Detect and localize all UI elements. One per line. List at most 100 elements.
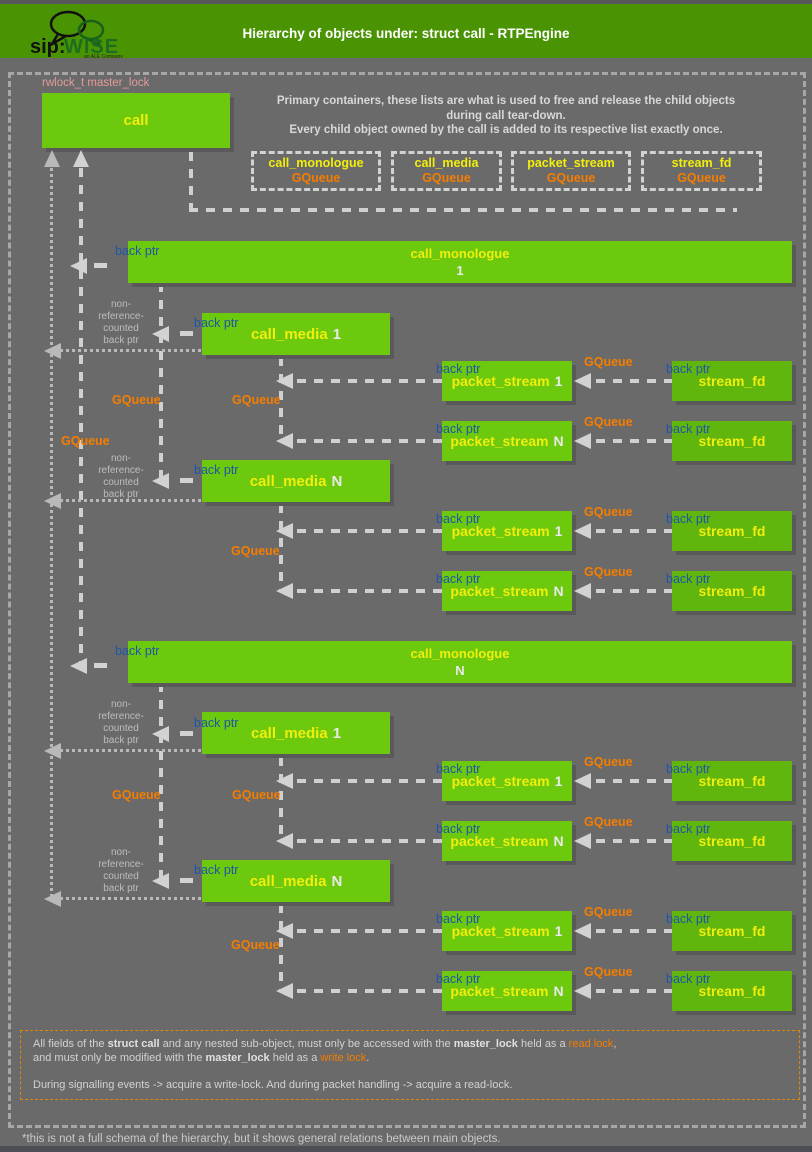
back-ptr-label: back ptr (436, 512, 481, 526)
monologue-back-ptr-line (79, 168, 83, 666)
back-ptr-label: back ptr (194, 863, 239, 877)
intro-line-1: Primary containers, these lists are what… (276, 95, 736, 107)
box-title: call_monologue (410, 646, 510, 661)
back-ptr-label: back ptr (666, 362, 711, 376)
left-arrow-icon (574, 523, 591, 539)
back-ptr-label: back ptr (194, 716, 239, 730)
up-arrow-icon (73, 150, 89, 167)
left-arrow-icon (70, 658, 87, 674)
gqueue-label: GQueue (61, 434, 110, 448)
call-monologue-box: call_monologue N (128, 641, 792, 683)
stream-fd-box: stream_fd (672, 421, 792, 461)
notes-line-1: All fields of the struct call and any ne… (33, 1038, 617, 1050)
box-index: 1 (332, 325, 342, 343)
left-arrow-icon (574, 983, 591, 999)
left-arrow-icon (276, 523, 293, 539)
stream-fd-box: stream_fd (672, 761, 792, 801)
back-ptr-label: back ptr (436, 362, 481, 376)
dash-stub (180, 331, 193, 336)
packet-stream-box: packet_stream 1 (442, 361, 572, 401)
back-ptr-label: back ptr (115, 644, 160, 658)
packet-stream-box: packet_stream N (442, 571, 572, 611)
gqueue-link (297, 989, 442, 993)
left-arrow-icon (44, 493, 61, 509)
gqueue-label: GQueue (112, 393, 161, 407)
left-arrow-icon (70, 258, 87, 274)
left-arrow-icon (152, 726, 169, 742)
left-arrow-icon (44, 343, 61, 359)
speech-bubbles-icon (48, 10, 105, 50)
media-gqueue-line (279, 757, 283, 841)
back-ptr-label: back ptr (436, 912, 481, 926)
connector-call-to-containers (189, 152, 193, 211)
dash-stub (180, 478, 193, 483)
monologueN-gqueue-line (159, 683, 163, 881)
non-ref-back-ptr-line (50, 168, 53, 899)
connector-containers-row (189, 208, 737, 212)
gqueue-link (596, 779, 672, 783)
svg-text:WISE: WISE (64, 36, 119, 58)
gqueue-link (596, 529, 672, 533)
gqueue-link (596, 379, 672, 383)
notes-line-2: and must only be modified with the maste… (33, 1052, 370, 1064)
left-arrow-icon (276, 773, 293, 789)
logo-tagline: an ALE Company (84, 54, 123, 58)
non-ref-link (60, 349, 202, 352)
gqueue-link (297, 839, 442, 843)
box-title: call_monologue (410, 246, 510, 261)
container-stream-fd: stream_fd GQueue (641, 151, 762, 191)
box-title: call_media (249, 472, 327, 490)
call-box: call (42, 93, 230, 148)
left-arrow-icon (152, 873, 169, 889)
back-ptr-label: back ptr (666, 422, 711, 436)
packet-stream-box: packet_stream 1 (442, 511, 572, 551)
box-index: N (331, 872, 343, 890)
left-arrow-icon (574, 373, 591, 389)
back-ptr-label: back ptr (666, 822, 711, 836)
gqueue-label: GQueue (231, 938, 280, 952)
left-arrow-icon (152, 326, 169, 342)
svg-text:sip:: sip: (30, 36, 66, 58)
gqueue-label: GQueue (584, 505, 633, 519)
dash-stub (180, 878, 193, 883)
non-ref-label: non-reference- counted back ptr (98, 699, 144, 746)
left-arrow-icon (574, 433, 591, 449)
master-lock-label: rwlock_t master_lock (42, 77, 150, 89)
box-title: call_media (250, 724, 328, 742)
left-arrow-icon (276, 373, 293, 389)
gqueue-label: GQueue (584, 755, 633, 769)
intro-line-3: Every child object owned by the call is … (289, 124, 723, 136)
left-arrow-icon (152, 473, 169, 489)
gqueue-label: GQueue (231, 544, 280, 558)
back-ptr-label: back ptr (436, 422, 481, 436)
back-ptr-label: back ptr (194, 316, 239, 330)
back-ptr-label: back ptr (666, 972, 711, 986)
gqueue-link (596, 839, 672, 843)
sipwise-logo: sip: WISE an ALE Company (30, 10, 123, 58)
gqueue-link (297, 379, 442, 383)
left-arrow-icon (574, 923, 591, 939)
stream-fd-box: stream_fd (672, 571, 792, 611)
back-ptr-label: back ptr (436, 972, 481, 986)
gqueue-link (297, 529, 442, 533)
left-arrow-icon (574, 833, 591, 849)
dash-stub (180, 731, 193, 736)
non-ref-label: non-reference- counted back ptr (98, 453, 144, 500)
container-title: call_monologue (268, 156, 364, 170)
dash-stub (94, 263, 107, 268)
container-type: GQueue (291, 171, 341, 185)
packet-stream-box: packet_stream 1 (442, 761, 572, 801)
box-index: N (455, 663, 465, 678)
packet-stream-box: packet_stream N (442, 821, 572, 861)
back-ptr-label: back ptr (666, 512, 711, 526)
stream-fd-box: stream_fd (672, 911, 792, 951)
back-ptr-label: back ptr (666, 762, 711, 776)
back-ptr-label: back ptr (436, 762, 481, 776)
media-gqueue-line (279, 504, 283, 591)
call-monologue-box: call_monologue 1 (128, 241, 792, 283)
stream-fd-box: stream_fd (672, 361, 792, 401)
back-ptr-label: back ptr (115, 244, 160, 258)
container-title: stream_fd (671, 156, 732, 170)
gqueue-link (297, 589, 442, 593)
